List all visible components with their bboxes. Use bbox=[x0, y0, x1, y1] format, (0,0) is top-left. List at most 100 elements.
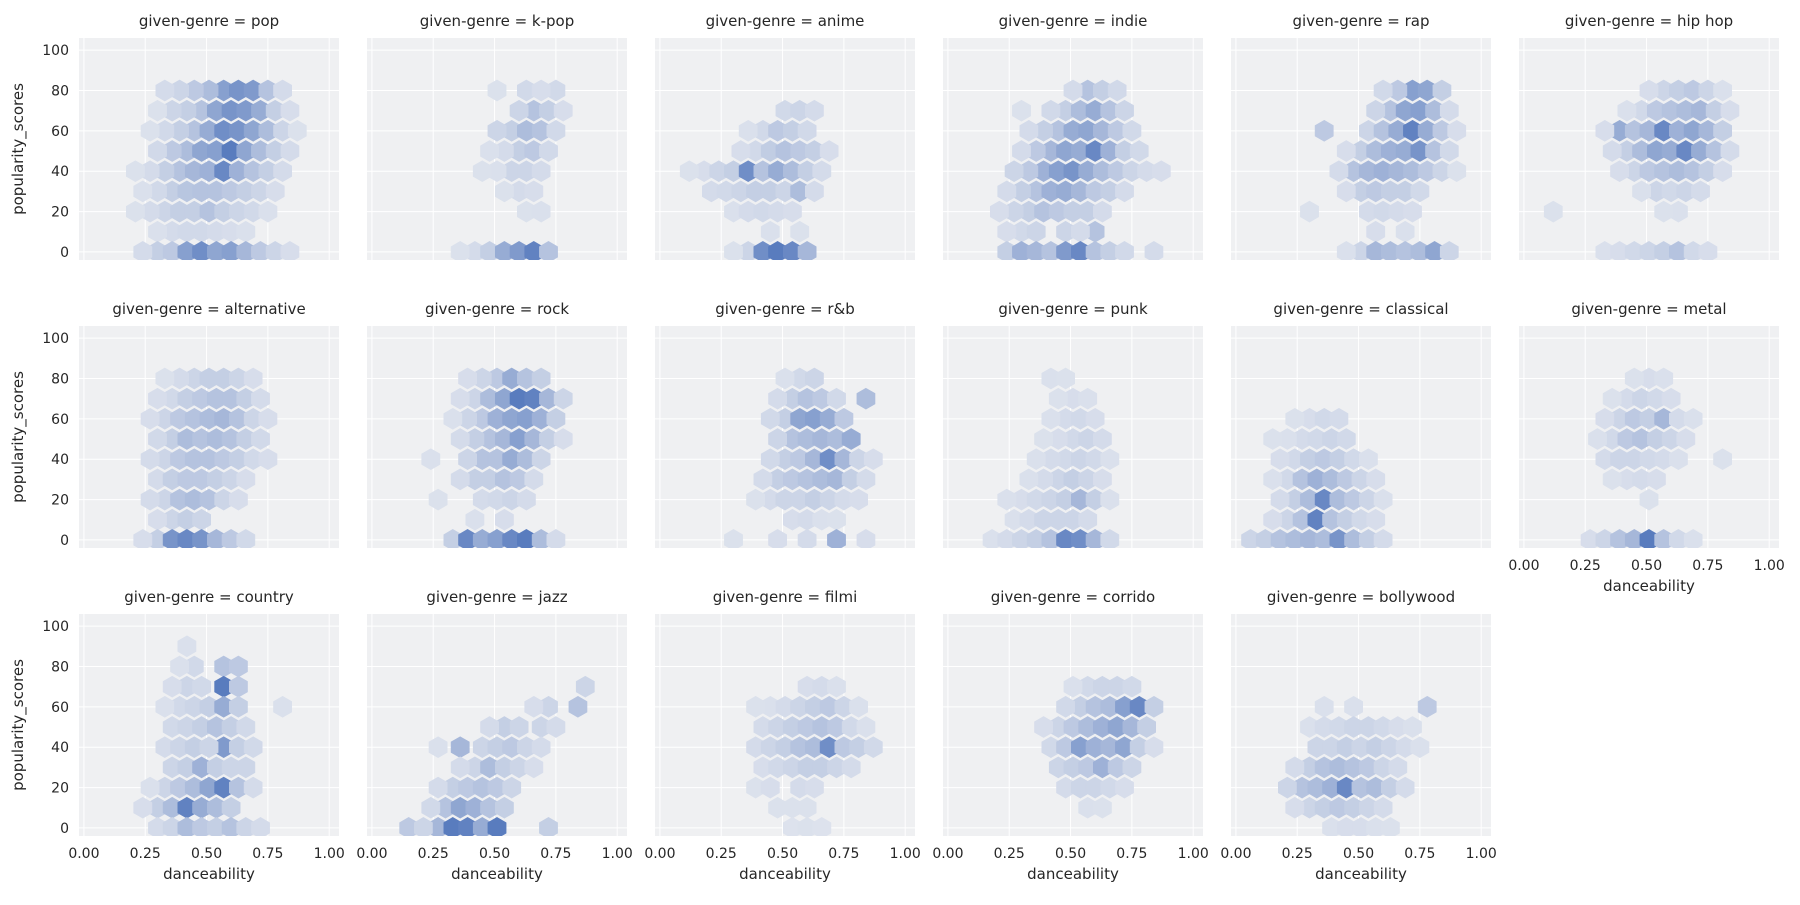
y-tick-label: 60 bbox=[51, 700, 69, 716]
hexbin bbox=[997, 180, 1017, 203]
hexbin bbox=[1439, 140, 1459, 162]
hexbin bbox=[1373, 488, 1393, 511]
hexbin bbox=[783, 200, 802, 223]
hexbin bbox=[287, 119, 307, 142]
facet-panel-corrido: given-genre = corrido 0.00 0.25 0.50 0.75 1.0… bbox=[932, 588, 1208, 883]
hexbin bbox=[1122, 675, 1142, 698]
hexbin bbox=[148, 428, 167, 450]
hexbin bbox=[1683, 407, 1703, 430]
hexbin bbox=[1004, 160, 1024, 183]
hexbin bbox=[1720, 99, 1740, 122]
facet-title: given-genre = metal bbox=[1571, 300, 1726, 318]
hexbin bbox=[421, 796, 441, 819]
hexbin bbox=[428, 488, 448, 511]
hexbin bbox=[236, 756, 256, 779]
x-tick-label: 0.50 bbox=[1343, 846, 1374, 862]
x-tick-label: 0.00 bbox=[644, 846, 675, 862]
hexbin bbox=[738, 119, 758, 142]
hexbin bbox=[1447, 160, 1467, 183]
hexbin bbox=[1439, 99, 1459, 122]
hexbin bbox=[1669, 448, 1688, 471]
hexbin bbox=[502, 776, 522, 799]
hexbin bbox=[834, 407, 854, 430]
hexbin bbox=[849, 488, 868, 511]
hexbin bbox=[1078, 508, 1098, 531]
x-tick-label: 0.75 bbox=[1692, 558, 1723, 574]
hexbin bbox=[177, 635, 197, 658]
facet-title: given-genre = rock bbox=[425, 300, 569, 318]
hexbin bbox=[487, 79, 507, 102]
hexbin bbox=[1137, 716, 1156, 738]
hexbin bbox=[450, 241, 470, 260]
hexbin bbox=[1373, 529, 1393, 548]
hexbin bbox=[1336, 428, 1356, 450]
hexbin bbox=[1012, 99, 1031, 122]
hexbin-layer bbox=[679, 99, 839, 260]
x-axis-label: danceability bbox=[163, 865, 255, 883]
y-tick-label: 100 bbox=[42, 331, 69, 347]
hexbin bbox=[133, 180, 153, 203]
hexbin bbox=[1034, 716, 1053, 738]
hexbin bbox=[1595, 407, 1615, 430]
hexbin bbox=[797, 241, 817, 260]
y-axis-label: popularity_scores bbox=[9, 659, 28, 791]
hexbin-layer bbox=[1277, 695, 1437, 836]
hexbin bbox=[1639, 79, 1659, 102]
hexbin bbox=[1115, 180, 1134, 203]
hexbin-layer bbox=[746, 675, 883, 836]
hexbin bbox=[140, 488, 160, 511]
hexbin bbox=[517, 488, 536, 511]
hexbin bbox=[724, 241, 743, 260]
x-axis-label: danceability bbox=[1027, 865, 1119, 883]
facet-panel-jazz: given-genre = jazz 0.00 0.25 0.50 0.75 1.00 da… bbox=[356, 588, 632, 883]
facet-title: given-genre = rap bbox=[1292, 12, 1429, 30]
hexbin bbox=[1720, 140, 1740, 162]
hexbin bbox=[133, 529, 153, 548]
hexbin bbox=[1610, 160, 1629, 183]
facet-title: given-genre = jazz bbox=[426, 588, 567, 606]
hexbin bbox=[236, 468, 256, 491]
hexbin bbox=[1698, 241, 1718, 260]
y-tick-label: 20 bbox=[51, 781, 69, 797]
hexbin-layer bbox=[1241, 407, 1393, 548]
hexbin bbox=[258, 448, 278, 471]
y-tick-label: 20 bbox=[51, 493, 69, 509]
hexbin bbox=[856, 529, 876, 548]
hexbin bbox=[553, 99, 573, 122]
hexbin bbox=[133, 796, 153, 819]
hexbin bbox=[1048, 387, 1068, 410]
hexbin bbox=[531, 367, 551, 390]
x-tick-label: 0.00 bbox=[68, 846, 99, 862]
hexbin bbox=[1026, 448, 1046, 471]
hexbin bbox=[458, 448, 477, 471]
hexbin bbox=[1639, 488, 1659, 511]
hexbin bbox=[1063, 79, 1083, 102]
hexbin bbox=[1661, 387, 1681, 410]
y-tick-label: 40 bbox=[51, 164, 69, 180]
hexbin bbox=[1447, 119, 1467, 142]
hexbin bbox=[1713, 448, 1732, 471]
hexbin bbox=[531, 160, 551, 183]
x-tick-label: 0.00 bbox=[356, 846, 387, 862]
hexbin bbox=[775, 367, 795, 390]
facet-title: given-genre = bollywood bbox=[1267, 588, 1455, 606]
x-tick-label: 1.00 bbox=[1754, 558, 1785, 574]
hexbin bbox=[524, 180, 544, 203]
hexbin bbox=[1100, 529, 1120, 548]
hexbin bbox=[760, 776, 780, 799]
hexbin-layer bbox=[724, 367, 883, 548]
facet-title: given-genre = alternative bbox=[112, 300, 305, 318]
hexbin bbox=[524, 695, 544, 718]
hexbin bbox=[1144, 736, 1164, 759]
hexbin bbox=[1381, 817, 1400, 836]
facet-title: given-genre = r&b bbox=[715, 300, 855, 318]
hexbin bbox=[243, 776, 263, 799]
hexbin bbox=[125, 160, 145, 183]
x-tick-label: 1.00 bbox=[1178, 846, 1209, 862]
hexbin bbox=[760, 448, 780, 471]
x-tick-label: 0.75 bbox=[540, 846, 571, 862]
hexbin bbox=[1285, 756, 1305, 779]
hexbin bbox=[140, 776, 160, 799]
facet-title: given-genre = filmi bbox=[713, 588, 858, 606]
